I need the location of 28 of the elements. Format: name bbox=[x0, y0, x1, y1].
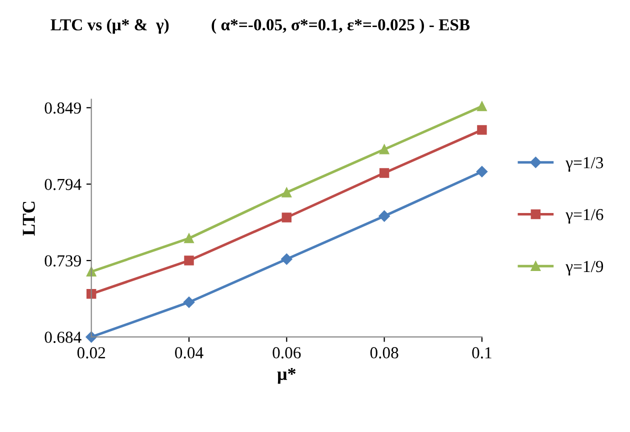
legend-label: γ=1/3 bbox=[566, 157, 604, 172]
point bbox=[184, 256, 194, 266]
x-axis-title: μ* bbox=[277, 368, 296, 384]
x-tick-label: 0.02 bbox=[77, 347, 106, 358]
legend-label: γ=1/9 bbox=[566, 260, 604, 276]
point bbox=[282, 188, 292, 198]
point bbox=[378, 210, 390, 222]
point bbox=[184, 233, 194, 244]
x-tick-label: 0.06 bbox=[272, 347, 301, 358]
point bbox=[379, 168, 390, 178]
point bbox=[183, 296, 195, 308]
y-axis-title: LTC bbox=[22, 202, 35, 236]
point bbox=[281, 254, 292, 265]
point bbox=[379, 144, 390, 154]
x-tick-label: 0.1 bbox=[472, 347, 492, 358]
point bbox=[477, 101, 487, 112]
legend-label: γ=1/6 bbox=[566, 209, 604, 224]
chart-title: LTC vs (μ* & γ) ( α*=-0.05, σ*=0.1, ε*=-0.025 ) - ESB bbox=[50, 18, 470, 34]
y-tick-label: 0.794 bbox=[44, 178, 82, 190]
point bbox=[282, 212, 292, 222]
y-tick-label: 0.684 bbox=[44, 332, 82, 343]
point bbox=[476, 166, 488, 178]
point bbox=[477, 125, 487, 135]
x-tick-label: 0.04 bbox=[175, 347, 204, 358]
x-tick-label: 0.08 bbox=[370, 347, 398, 358]
y-tick-label: 0.849 bbox=[44, 102, 81, 114]
point bbox=[86, 331, 97, 343]
y-tick-label: 0.739 bbox=[44, 255, 81, 267]
